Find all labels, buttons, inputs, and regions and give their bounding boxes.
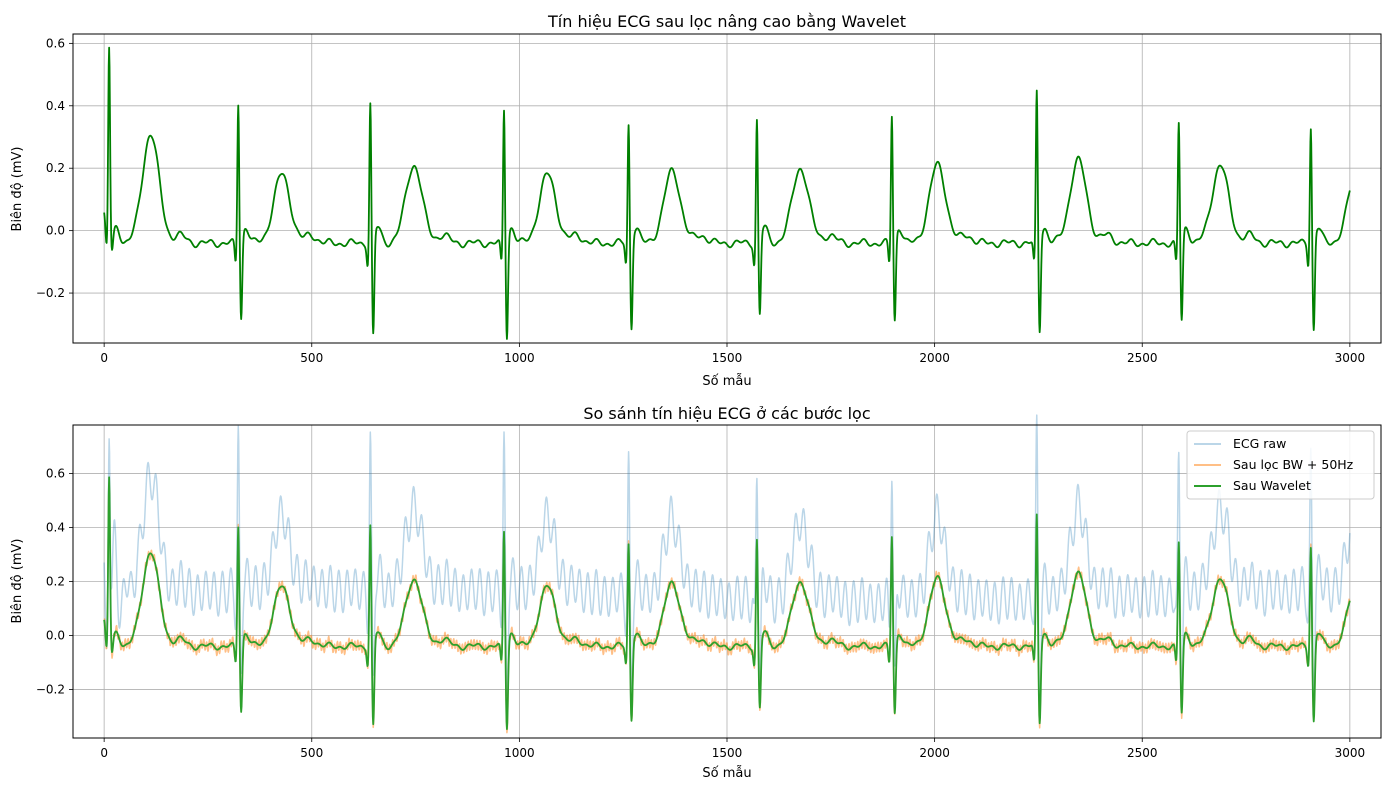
- plot-area-bottom: [103, 414, 1351, 734]
- y-axis-label-bottom: Biên độ (mV): [10, 539, 25, 624]
- y-tick-label: −0.2: [36, 286, 65, 300]
- x-ticks-bottom: 0 500 1000 1500 2000 2500 3000: [100, 738, 1365, 760]
- y-tick-label: 0.6: [46, 36, 65, 50]
- series-line-bw-50hz: [103, 481, 1351, 734]
- subplot-top: Tín hiệu ECG sau lọc nâng cao bằng Wavel…: [10, 12, 1382, 389]
- x-tick-label: 2000: [919, 351, 950, 365]
- y-tick-label: 0.2: [46, 161, 65, 175]
- x-tick-label: 2000: [919, 746, 950, 760]
- y-tick-label: 0.0: [46, 224, 65, 238]
- x-tick-label: 1000: [504, 746, 535, 760]
- grid-top: [73, 34, 1381, 343]
- x-tick-label: 0: [100, 351, 108, 365]
- y-ticks-top: −0.2 0.0 0.2 0.4 0.6: [36, 36, 73, 300]
- plot-area-top: [103, 46, 1351, 340]
- series-line-raw: [103, 414, 1351, 713]
- legend-label-wavelet: Sau Wavelet: [1233, 478, 1311, 493]
- x-tick-label: 2500: [1127, 746, 1158, 760]
- x-tick-label: 3000: [1335, 746, 1366, 760]
- subplot-bottom: So sánh tín hiệu ECG ở các bước lọc 0 500…: [10, 404, 1382, 781]
- y-ticks-bottom: −0.2 0.0 0.2 0.4 0.6: [36, 467, 73, 696]
- x-tick-label: 2500: [1127, 351, 1158, 365]
- y-tick-label: 0.6: [46, 467, 65, 481]
- chart-title-top: Tín hiệu ECG sau lọc nâng cao bằng Wavel…: [547, 12, 906, 31]
- x-axis-label-bottom: Số mẫu: [702, 766, 751, 781]
- y-tick-label: 0.4: [46, 99, 65, 113]
- series-line-wavelet: [103, 476, 1351, 731]
- x-tick-label: 1500: [712, 351, 743, 365]
- legend-label-raw: ECG raw: [1233, 436, 1286, 451]
- grid-bottom: [73, 425, 1381, 738]
- y-axis-label-top: Biên độ (mV): [10, 147, 25, 232]
- x-tick-label: 1500: [712, 746, 743, 760]
- y-tick-label: −0.2: [36, 682, 65, 696]
- x-tick-label: 500: [300, 351, 323, 365]
- x-axis-label-top: Số mẫu: [702, 374, 751, 389]
- x-tick-label: 1000: [504, 351, 535, 365]
- legend-box: [1186, 430, 1375, 500]
- y-tick-label: 0.2: [46, 575, 65, 589]
- y-tick-label: 0.0: [46, 628, 65, 642]
- series-line-wavelet-top: [103, 46, 1351, 340]
- y-tick-label: 0.4: [46, 521, 65, 535]
- x-tick-label: 3000: [1335, 351, 1366, 365]
- legend-label-bw: Sau lọc BW + 50Hz: [1233, 457, 1354, 472]
- x-tick-label: 500: [300, 746, 323, 760]
- chart-title-bottom: So sánh tín hiệu ECG ở các bước lọc: [583, 404, 870, 423]
- legend: ECG raw Sau lọc BW + 50Hz Sau Wavelet: [1186, 430, 1375, 500]
- x-tick-label: 0: [100, 746, 108, 760]
- x-ticks-top: 0 500 1000 1500 2000 2500 3000: [100, 343, 1365, 365]
